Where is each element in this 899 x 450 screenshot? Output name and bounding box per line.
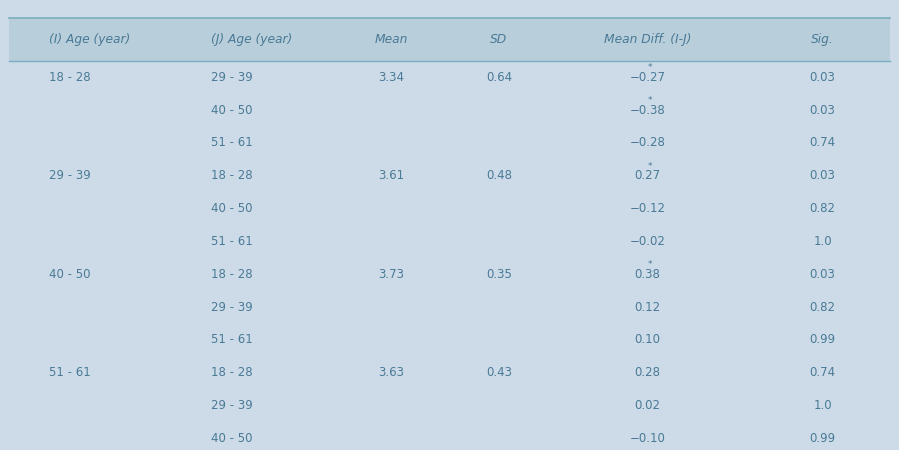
- Text: Sig.: Sig.: [811, 33, 834, 46]
- Bar: [9, 18, 890, 61]
- Text: 51 - 61: 51 - 61: [49, 366, 91, 379]
- Text: 1.0: 1.0: [814, 235, 832, 248]
- Text: 40 - 50: 40 - 50: [211, 104, 253, 117]
- Text: 40 - 50: 40 - 50: [211, 202, 253, 215]
- Text: 0.28: 0.28: [635, 366, 660, 379]
- Text: −0.12: −0.12: [629, 202, 665, 215]
- Text: SD: SD: [490, 33, 508, 46]
- Text: 0.38: 0.38: [635, 268, 660, 281]
- Text: 0.43: 0.43: [486, 366, 512, 379]
- Text: 0.48: 0.48: [486, 169, 512, 182]
- Text: 0.35: 0.35: [486, 268, 512, 281]
- Text: 40 - 50: 40 - 50: [211, 432, 253, 445]
- Text: *: *: [647, 261, 652, 270]
- Text: 0.64: 0.64: [485, 71, 512, 84]
- Text: 0.02: 0.02: [635, 399, 660, 412]
- Text: −0.38: −0.38: [629, 104, 665, 117]
- Text: 51 - 61: 51 - 61: [211, 235, 253, 248]
- Text: 0.99: 0.99: [809, 333, 836, 346]
- Text: 0.27: 0.27: [634, 169, 661, 182]
- Text: *: *: [647, 162, 652, 171]
- Text: Mean: Mean: [374, 33, 408, 46]
- Text: 29 - 39: 29 - 39: [211, 71, 253, 84]
- Text: 29 - 39: 29 - 39: [211, 399, 253, 412]
- Text: −0.02: −0.02: [629, 235, 665, 248]
- Text: 1.0: 1.0: [814, 399, 832, 412]
- Text: (I) Age (year): (I) Age (year): [49, 33, 130, 46]
- Text: 29 - 39: 29 - 39: [211, 301, 253, 314]
- Text: *: *: [647, 63, 652, 72]
- Text: 3.63: 3.63: [378, 366, 404, 379]
- Text: 3.61: 3.61: [378, 169, 405, 182]
- Text: −0.10: −0.10: [629, 432, 665, 445]
- Text: 18 - 28: 18 - 28: [49, 71, 91, 84]
- Text: 0.10: 0.10: [635, 333, 660, 346]
- Text: 18 - 28: 18 - 28: [211, 169, 253, 182]
- Text: *: *: [647, 96, 652, 105]
- Text: 51 - 61: 51 - 61: [211, 136, 253, 149]
- Text: 18 - 28: 18 - 28: [211, 366, 253, 379]
- Text: 18 - 28: 18 - 28: [211, 268, 253, 281]
- Text: 40 - 50: 40 - 50: [49, 268, 91, 281]
- Text: 0.03: 0.03: [810, 268, 835, 281]
- Text: 0.12: 0.12: [634, 301, 661, 314]
- Text: 0.74: 0.74: [809, 366, 836, 379]
- Text: −0.27: −0.27: [629, 71, 665, 84]
- Text: 0.03: 0.03: [810, 104, 835, 117]
- Text: 0.74: 0.74: [809, 136, 836, 149]
- Text: 29 - 39: 29 - 39: [49, 169, 91, 182]
- Text: 0.82: 0.82: [810, 301, 835, 314]
- Text: 0.03: 0.03: [810, 169, 835, 182]
- Text: 51 - 61: 51 - 61: [211, 333, 253, 346]
- Text: 0.03: 0.03: [810, 71, 835, 84]
- Text: 0.99: 0.99: [809, 432, 836, 445]
- Text: 3.34: 3.34: [378, 71, 404, 84]
- Text: 3.73: 3.73: [378, 268, 404, 281]
- Text: 0.82: 0.82: [810, 202, 835, 215]
- Text: −0.28: −0.28: [629, 136, 665, 149]
- Text: (J) Age (year): (J) Age (year): [211, 33, 292, 46]
- Text: Mean Diff. (I-J): Mean Diff. (I-J): [603, 33, 691, 46]
